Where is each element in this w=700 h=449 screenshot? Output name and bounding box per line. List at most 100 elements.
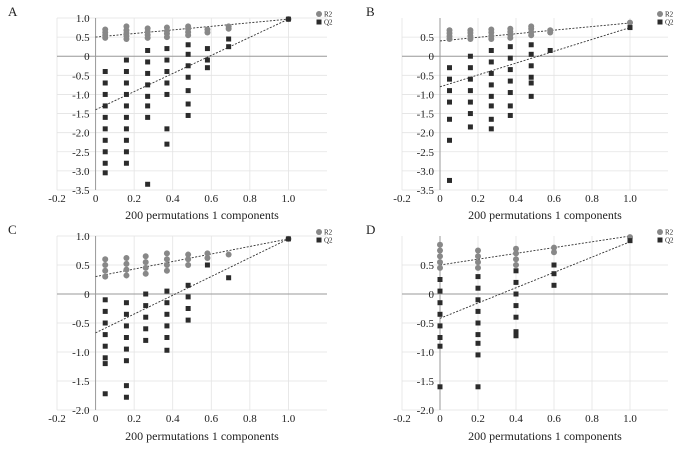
q2-point — [467, 99, 473, 105]
q2-point — [123, 57, 129, 63]
y-tick-label: -1.5 — [72, 376, 90, 388]
q2-point — [447, 88, 452, 94]
x-tick-label: 0.6 — [204, 413, 218, 425]
q2-point — [123, 311, 129, 317]
x-axis-label: 200 permutations 1 components — [468, 208, 622, 222]
r2-point — [142, 253, 149, 260]
q2-point — [145, 181, 151, 187]
r2-point — [225, 251, 232, 258]
r2-point — [547, 27, 554, 34]
r2-point — [488, 26, 495, 33]
q2-point — [475, 308, 481, 314]
y-tick-label: -1.5 — [417, 376, 435, 388]
r2-point — [163, 267, 170, 274]
y-tick-label: -1.0 — [72, 89, 90, 101]
q2-point — [204, 46, 210, 52]
x-tick-label: 1.0 — [623, 413, 637, 425]
q2-point — [164, 46, 170, 52]
q2-point — [447, 65, 452, 71]
q2-point — [164, 141, 170, 147]
r2-point — [102, 262, 109, 268]
q2-point — [488, 47, 494, 53]
q2-point — [226, 44, 232, 50]
x-tick-label: 0.8 — [585, 413, 599, 425]
r2-point — [185, 256, 192, 263]
q2-point — [467, 124, 473, 130]
x-tick-label: 1.0 — [623, 193, 637, 205]
q2-point — [102, 170, 108, 176]
q2-point — [488, 103, 494, 109]
r2-point — [144, 25, 151, 32]
q2-point — [143, 337, 149, 343]
q2-point — [164, 288, 170, 294]
q2-point — [102, 69, 108, 75]
q2-point — [467, 65, 473, 71]
x-tick-label: -0.2 — [393, 193, 410, 205]
q2-point — [475, 384, 481, 390]
q2-point — [102, 308, 108, 314]
q2-point — [475, 297, 481, 303]
x-tick-label: 1.0 — [282, 413, 296, 425]
q2-point — [185, 88, 191, 94]
panel-letter: D — [366, 222, 375, 237]
x-tick-label: 0.2 — [127, 413, 141, 425]
legend-label: Q2 — [324, 19, 333, 27]
q2-point — [447, 76, 452, 82]
r2-point — [163, 262, 170, 268]
y-tick-label: -1.0 — [72, 347, 90, 359]
r2-point — [102, 256, 109, 263]
q2-point — [164, 311, 170, 317]
panel-letter: A — [8, 4, 18, 19]
q2-point — [528, 63, 534, 69]
r2-point — [513, 262, 519, 268]
r2-point — [437, 253, 443, 260]
q2-point — [185, 101, 191, 107]
y-tick-label: -2.0 — [72, 128, 90, 140]
q2-point — [102, 355, 108, 361]
r2-point — [123, 23, 130, 30]
y-tick-label: -3.5 — [417, 185, 435, 197]
q2-point — [164, 57, 170, 63]
q2-point — [185, 63, 191, 69]
q2-point — [123, 137, 129, 143]
q2-point — [204, 65, 210, 71]
legend-q2-marker — [316, 19, 322, 25]
q2-point — [513, 314, 519, 320]
y-tick-label: 0.5 — [76, 260, 90, 272]
r2-point — [204, 250, 211, 257]
panel-letter: C — [8, 222, 17, 237]
q2-point — [467, 76, 473, 82]
y-tick-label: -0.5 — [417, 318, 435, 330]
y-tick-label: -1.0 — [417, 89, 435, 101]
q2-point — [475, 274, 481, 280]
r2-point — [437, 259, 443, 266]
r2-point — [513, 256, 519, 263]
r2-point — [551, 244, 557, 251]
q2-point — [164, 80, 170, 86]
q2-point — [285, 236, 291, 242]
r2-point — [446, 27, 453, 34]
regression-line-q2 — [439, 241, 631, 319]
r2-point — [204, 255, 211, 262]
legend-label: Q2 — [665, 237, 674, 245]
y-tick-label: -0.5 — [72, 70, 90, 82]
y-tick-label: -2.5 — [417, 147, 435, 159]
q2-point — [164, 347, 170, 353]
q2-point — [488, 82, 494, 88]
r2-point — [513, 250, 519, 257]
q2-point — [143, 303, 149, 309]
x-axis-label: 200 permutations 1 components — [125, 429, 279, 443]
x-tick-label: -0.2 — [393, 413, 410, 425]
q2-point — [447, 99, 452, 105]
r2-point — [437, 264, 443, 271]
q2-point — [143, 314, 149, 320]
q2-point — [145, 103, 151, 109]
y-tick-label: -1.5 — [72, 109, 90, 121]
q2-point — [507, 67, 513, 73]
q2-point — [475, 352, 481, 358]
q2-point — [123, 160, 129, 166]
r2-point — [437, 241, 443, 248]
q2-point — [102, 103, 108, 109]
r2-point — [102, 26, 109, 33]
q2-point — [551, 262, 557, 268]
